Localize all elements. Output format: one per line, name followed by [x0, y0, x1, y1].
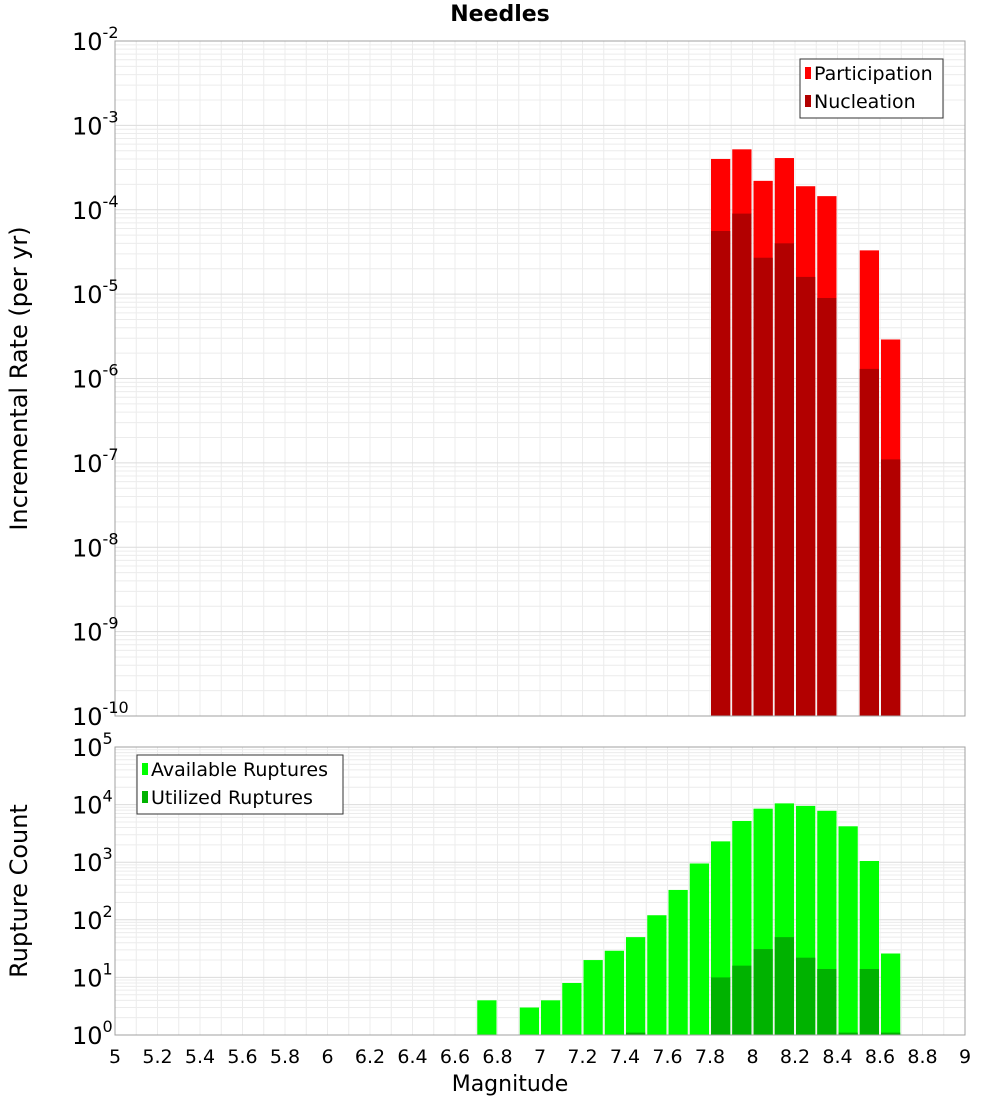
bar-nucleation — [732, 213, 752, 717]
bar-utilized-ruptures — [859, 968, 879, 1035]
y-tick-label: 10-8 — [72, 529, 119, 562]
y-tick-label: 10-5 — [72, 276, 119, 309]
x-tick-label: 5.6 — [227, 1046, 257, 1068]
bar-nucleation — [711, 230, 731, 716]
plot-frame — [114, 746, 966, 1036]
x-tick-label: 8.6 — [865, 1046, 895, 1068]
bar-utilized-ruptures — [796, 957, 816, 1035]
bar-utilized-ruptures — [711, 977, 731, 1035]
legend-swatch — [142, 791, 148, 803]
legend-swatch — [142, 763, 148, 775]
bar-available-ruptures — [689, 863, 709, 1035]
legend: Available Ruptures Utilized Ruptures — [136, 754, 344, 815]
x-tick-label: 6.2 — [355, 1046, 385, 1068]
panel-1: 10-10 10-9 10-8 10-7 10-6 10-5 10-4 10-3 10-2 Inc… — [5, 23, 966, 731]
x-tick-label: 6.4 — [397, 1046, 427, 1068]
y-tick-label: 103 — [72, 844, 113, 877]
bar-available-ruptures — [541, 1000, 561, 1035]
bar-utilized-ruptures — [774, 937, 794, 1035]
bar-available-ruptures — [604, 950, 624, 1035]
y-tick-label: 100 — [72, 1017, 113, 1050]
x-tick-label: 7.6 — [652, 1046, 682, 1068]
x-tick-label: 5.4 — [185, 1046, 215, 1068]
y-tick-label: 10-9 — [72, 614, 119, 647]
y-tick-label: 10-7 — [72, 445, 119, 478]
y-tick-label: 102 — [72, 902, 113, 935]
bar-utilized-ruptures — [732, 965, 752, 1035]
legend-label: Available Ruptures — [151, 759, 328, 781]
bar-available-ruptures — [562, 982, 582, 1035]
bar-utilized-ruptures — [838, 1032, 858, 1035]
y-axis-label: Rupture Count — [5, 804, 33, 978]
bar-utilized-ruptures — [881, 1032, 901, 1035]
bar-nucleation — [774, 243, 794, 717]
legend-box — [136, 754, 344, 815]
chart-title: Needles — [450, 2, 550, 27]
x-axis-label: Magnitude — [452, 1072, 569, 1097]
x-tick-label: 8.4 — [822, 1046, 852, 1068]
legend-swatch — [805, 67, 811, 79]
bar-available-ruptures — [626, 937, 646, 1035]
y-tick-label: 10-3 — [72, 107, 119, 140]
bar-available-ruptures — [583, 960, 603, 1035]
bar-utilized-ruptures — [626, 1032, 646, 1035]
bar-nucleation — [881, 459, 901, 716]
bar-nucleation — [796, 276, 816, 716]
x-tick-label: 6 — [321, 1046, 333, 1068]
legend-swatch — [805, 95, 811, 107]
x-tick-label: 5.2 — [142, 1046, 172, 1068]
bar-utilized-ruptures — [753, 949, 773, 1035]
y-axis-label: Incremental Rate (per yr) — [5, 226, 33, 530]
x-tick-label: 6.8 — [482, 1046, 512, 1068]
bar-available-ruptures — [881, 953, 901, 1035]
y-tick-label: 10-6 — [72, 361, 119, 394]
x-tick-label: 8.2 — [780, 1046, 810, 1068]
bar-available-ruptures — [647, 915, 667, 1035]
bar-available-ruptures — [477, 1000, 497, 1035]
x-tick-label: 5 — [109, 1046, 121, 1068]
x-tick-label: 8 — [746, 1046, 758, 1068]
bar-nucleation — [817, 297, 837, 716]
x-tick-label: 8.8 — [907, 1046, 937, 1068]
x-tick-label: 7 — [534, 1046, 546, 1068]
bar-utilized-ruptures — [817, 968, 837, 1035]
panel-2: 100 101 102 103 104 105 Rupture Count 5 5.2 5.4 5.… — [5, 729, 971, 1097]
x-tick-label: 9 — [959, 1046, 971, 1068]
y-tick-label: 101 — [72, 959, 113, 992]
bar-nucleation — [859, 368, 879, 716]
legend-label: Nucleation — [814, 91, 916, 113]
bar-available-ruptures — [668, 889, 688, 1035]
y-tick-label: 10-10 — [72, 698, 129, 731]
x-tick-label: 7.4 — [610, 1046, 640, 1068]
legend-box — [799, 58, 944, 119]
x-tick-label: 7.2 — [567, 1046, 597, 1068]
y-tick-label: 10-2 — [72, 23, 119, 56]
y-tick-label: 104 — [72, 787, 113, 820]
bar-available-ruptures — [519, 1007, 539, 1035]
legend: Participation Nucleation — [799, 58, 944, 119]
legend-label: Utilized Ruptures — [151, 787, 313, 809]
legend-label: Participation — [814, 63, 933, 85]
x-tick-label: 5.8 — [270, 1046, 300, 1068]
y-tick-label: 10-4 — [72, 192, 119, 225]
bar-nucleation — [753, 257, 773, 716]
y-tick-label: 105 — [72, 729, 113, 762]
plot-frame — [114, 40, 966, 717]
x-tick-label: 7.8 — [695, 1046, 725, 1068]
x-tick-label: 6.6 — [440, 1046, 470, 1068]
bar-available-ruptures — [838, 826, 858, 1035]
